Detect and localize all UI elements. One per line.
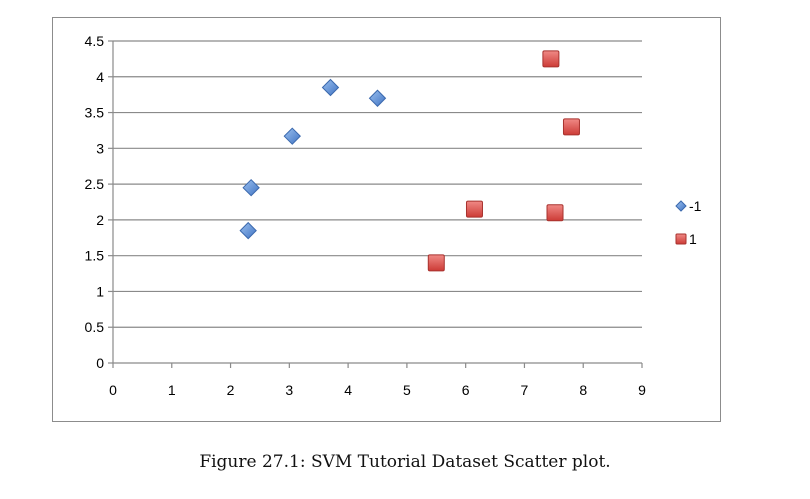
data-point-neg	[368, 89, 387, 107]
y-tick-label: 1.5	[85, 248, 105, 264]
data-point-neg	[321, 78, 340, 97]
y-tick-label: 3.5	[85, 105, 105, 121]
y-tick-label: 0	[96, 355, 104, 371]
x-tick-label: 7	[521, 382, 529, 398]
legend-marker-pos	[675, 233, 687, 245]
data-point-neg	[242, 178, 260, 197]
x-tick-label: 1	[168, 382, 176, 398]
data-point-pos	[562, 118, 580, 136]
y-tick-label: 4	[96, 69, 104, 85]
y-tick-label: 2.5	[85, 176, 105, 192]
y-tick-label: 0.5	[85, 319, 105, 335]
x-tick-label: 4	[344, 382, 352, 398]
data-point-neg	[239, 221, 257, 240]
legend-label: 1	[689, 231, 697, 247]
data-point-neg	[283, 127, 301, 145]
figure-caption: Figure 27.1: SVM Tutorial Dataset Scatte…	[199, 452, 611, 472]
data-point-pos	[542, 50, 560, 68]
y-tick-label: 2	[96, 212, 104, 228]
x-tick-label: 8	[579, 382, 587, 398]
y-tick-label: 1	[96, 283, 104, 299]
y-tick-label: 4.5	[85, 33, 105, 49]
chart-frame: 0 0.5 1 1.5 2 2.5 3 3.5 4 4.5 0 1 2 3 4 5 6 7 8 9 -1 1	[52, 17, 721, 422]
scatter-plot: 0 0.5 1 1.5 2 2.5 3 3.5 4 4.5 0 1 2 3 4 5 6 7 8 9 -1 1	[85, 33, 702, 398]
x-tick-label: 0	[109, 382, 117, 398]
x-tick-label: 2	[227, 382, 235, 398]
x-tick-label: 9	[638, 382, 646, 398]
legend-marker-neg	[675, 200, 687, 212]
x-tick-label: 5	[403, 382, 411, 398]
legend-label: -1	[689, 198, 702, 214]
y-tick-label: 3	[96, 140, 104, 156]
x-tick-label: 6	[462, 382, 470, 398]
data-point-pos	[427, 254, 445, 272]
x-tick-label: 3	[285, 382, 293, 398]
data-point-pos	[546, 204, 564, 222]
data-point-pos	[465, 200, 483, 218]
